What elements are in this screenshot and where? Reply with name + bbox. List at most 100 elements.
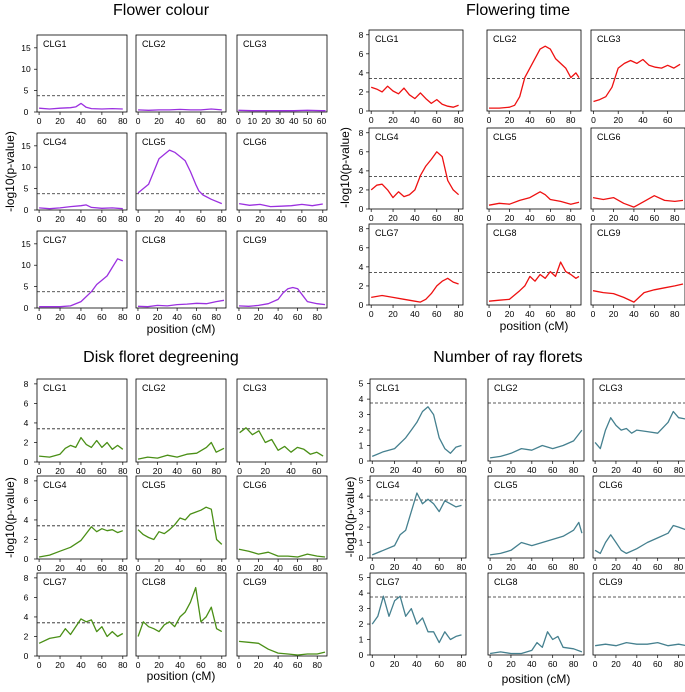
- x-tick-label: 20: [506, 465, 516, 475]
- panel-label: CLG7: [376, 577, 400, 587]
- x-tick-label: 20: [55, 660, 65, 670]
- x-tick-label: 20: [505, 115, 515, 125]
- y-tick-label: 6: [359, 147, 364, 157]
- x-tick-label: 80: [457, 562, 467, 572]
- panel-clg7: CLG7 0 20 40 60 80 0 5 10 15: [21, 230, 128, 322]
- panel-clg3: CLG3 0 10 20 30 40 50 60: [236, 34, 328, 126]
- x-tick-label: 0: [488, 562, 493, 572]
- x-tick-label: 20: [613, 115, 623, 125]
- y-tick-label: 4: [24, 612, 29, 622]
- x-tick-label: 40: [76, 563, 86, 573]
- panel-clg7: CLG7 0 20 40 60 80 0 2 4 6 8: [24, 572, 128, 670]
- panel-frame: [236, 475, 328, 560]
- x-tick-label: 80: [454, 115, 464, 125]
- x-tick-label: 40: [632, 465, 642, 475]
- x-tick-label: 0: [37, 660, 42, 670]
- x-tick-label: 0: [136, 312, 141, 322]
- panel-label: CLG4: [376, 480, 400, 490]
- x-tick-label: 40: [412, 659, 422, 669]
- series-line: [490, 631, 583, 655]
- series-line: [594, 524, 685, 555]
- series-line: [137, 586, 223, 637]
- x-tick-label: 80: [454, 213, 464, 223]
- x-tick-label: 80: [569, 465, 579, 475]
- x-tick-label: 80: [566, 309, 576, 319]
- x-tick-label: 60: [653, 465, 663, 475]
- series-line: [137, 299, 225, 308]
- panel-frame: [135, 34, 227, 113]
- y-tick-label: 2: [359, 522, 364, 532]
- x-tick-label: 60: [196, 214, 206, 224]
- y-axis-label: -log10(p-value): [338, 127, 352, 208]
- x-tick-label: 40: [410, 309, 420, 319]
- series-line: [593, 58, 681, 103]
- series-line: [370, 151, 460, 199]
- panel-clg2: CLG2 0 20 40 60 80: [486, 29, 582, 125]
- panel-label: CLG6: [599, 480, 623, 490]
- panel-frame: [36, 378, 128, 463]
- chart-block-2: Flowering time -log10(p-value) position (c…: [338, 2, 685, 333]
- x-tick-label: 80: [118, 312, 128, 322]
- panel-clg9: CLG9 0 20 40 60 80: [590, 223, 685, 319]
- series-line: [371, 277, 459, 303]
- chart-block-4: Number of ray florets -log10(p-value) posi…: [343, 349, 685, 686]
- x-tick-label: 80: [566, 213, 576, 223]
- x-tick-label: 40: [525, 115, 535, 125]
- x-tick-label: 0: [488, 465, 493, 475]
- x-tick-label: 0: [237, 466, 242, 476]
- x-tick-label: 0: [136, 116, 141, 126]
- panel-frame: [487, 572, 585, 656]
- x-tick-label: 80: [312, 563, 322, 573]
- series-line: [238, 640, 326, 656]
- x-tick-label: 20: [154, 214, 164, 224]
- panel-clg8: CLG8 0 20 40 60 80: [135, 572, 227, 670]
- x-tick-label: 40: [175, 563, 185, 573]
- y-tick-label: 8: [359, 224, 364, 234]
- x-tick-label: 0: [37, 563, 42, 573]
- panel-clg5: CLG5 0 20 40 60 80: [135, 475, 227, 573]
- panel-frame: [36, 475, 128, 560]
- y-tick-label: 1: [359, 538, 364, 548]
- x-tick-label: 60: [97, 214, 107, 224]
- series-line: [595, 641, 685, 647]
- panel-frame: [369, 475, 467, 559]
- x-tick-label: 60: [293, 563, 303, 573]
- panel-frame: [590, 223, 685, 306]
- x-tick-label: 20: [254, 563, 264, 573]
- panel-clg2: CLG2 0 20 40 60 80: [487, 378, 585, 475]
- x-tick-label: 40: [175, 660, 185, 670]
- x-axis-label: position (cM): [502, 672, 571, 686]
- panel-clg9: CLG9 0 20 40 60 80: [237, 572, 328, 670]
- x-tick-label: 0: [487, 213, 492, 223]
- panel-clg2: CLG2 0 20 40 60 80: [135, 34, 227, 126]
- x-tick-label: 60: [434, 465, 444, 475]
- panel-frame: [486, 127, 582, 210]
- x-tick-label: 60: [312, 466, 322, 476]
- x-tick-label: 80: [217, 563, 227, 573]
- x-tick-label: 0: [237, 563, 242, 573]
- x-tick-label: 20: [505, 309, 515, 319]
- x-tick-label: 80: [670, 213, 680, 223]
- x-tick-label: 60: [196, 563, 206, 573]
- panel-label: CLG3: [243, 39, 267, 49]
- x-tick-label: 0: [37, 116, 42, 126]
- x-tick-label: 40: [76, 214, 86, 224]
- panel-label: CLG9: [243, 235, 267, 245]
- x-tick-label: 40: [172, 466, 182, 476]
- x-tick-label: 0: [593, 465, 598, 475]
- panel-frame: [590, 29, 685, 112]
- x-tick-label: 40: [525, 213, 535, 223]
- x-tick-label: 20: [506, 659, 516, 669]
- panel-label: CLG8: [142, 235, 166, 245]
- x-tick-label: 0: [591, 309, 596, 319]
- y-tick-label: 3: [359, 507, 364, 517]
- x-tick-label: 60: [432, 309, 442, 319]
- chart-block-1: Flower colour -log10(p-value) position (cM…: [3, 2, 328, 336]
- x-tick-label: 20: [506, 562, 516, 572]
- panel-clg1: CLG1 0 20 40 60 80 0 1 2 3 4 5: [359, 378, 467, 475]
- panel-frame: [487, 378, 585, 462]
- y-tick-label: 2: [359, 185, 364, 195]
- x-tick-label: 20: [254, 312, 264, 322]
- panel-label: CLG6: [597, 132, 621, 142]
- x-tick-label: 20: [154, 660, 164, 670]
